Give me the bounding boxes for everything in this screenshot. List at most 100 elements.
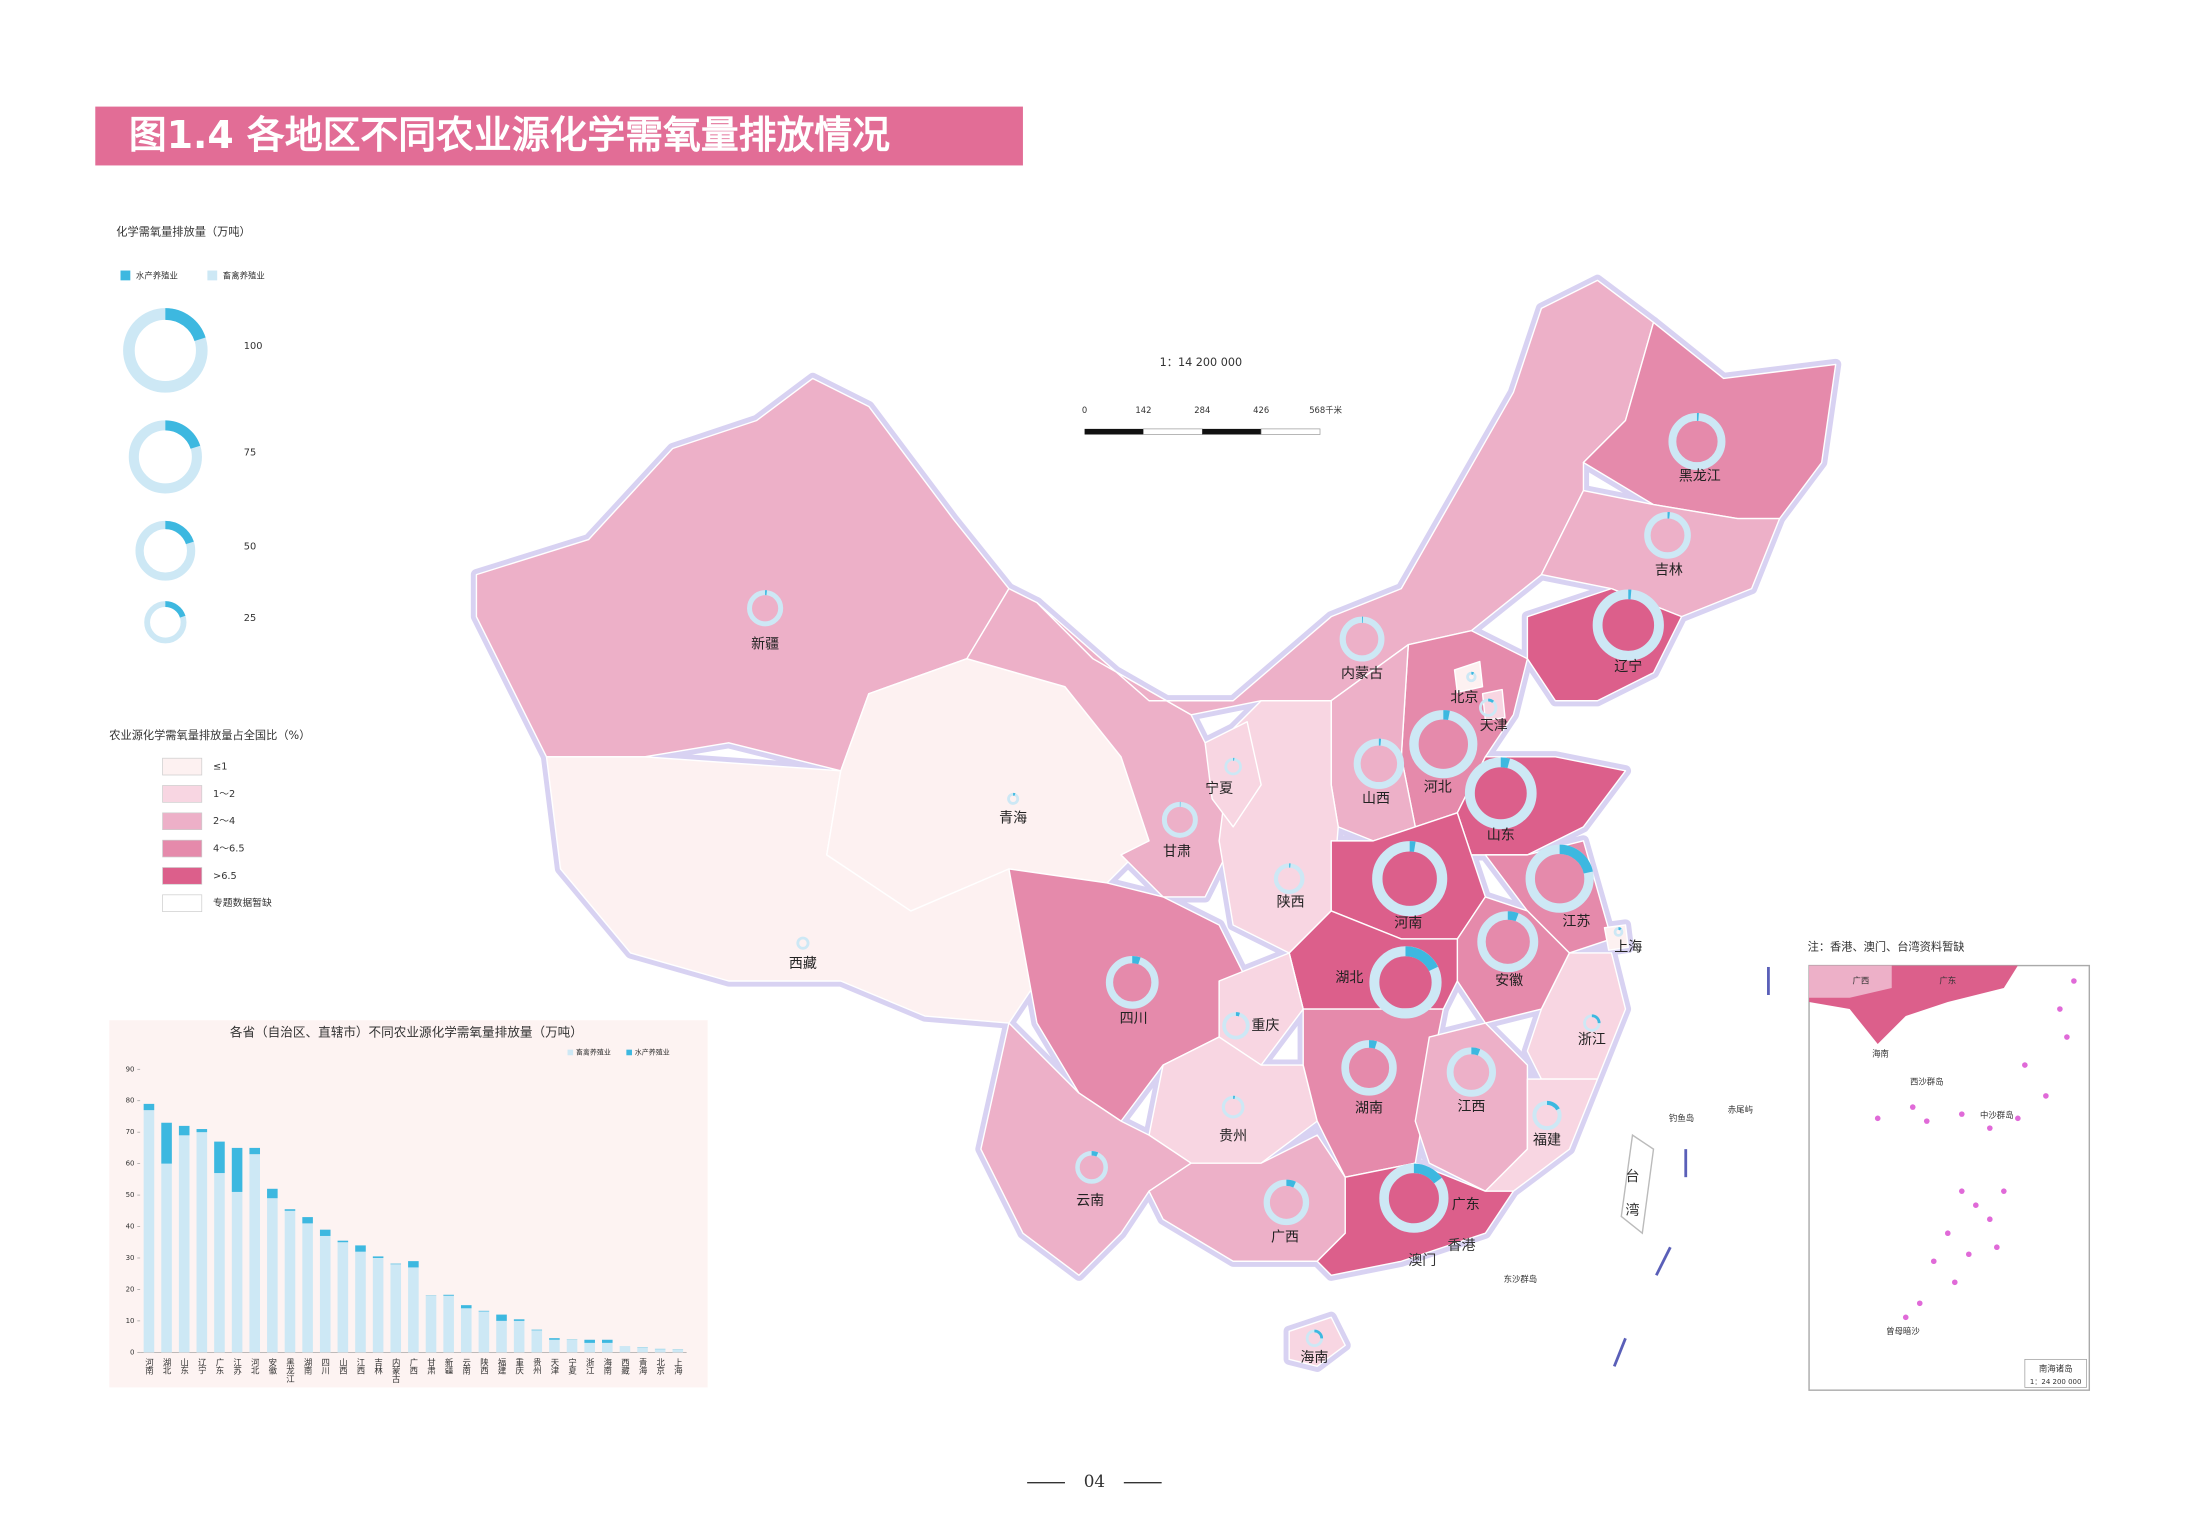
bar-segment — [672, 1349, 684, 1353]
province-donut-arc — [1613, 927, 1624, 937]
y-tick-label: 70 — [126, 1128, 135, 1136]
inset-island — [1965, 1251, 1972, 1258]
bar-segment — [390, 1264, 402, 1353]
inset-island — [1874, 1115, 1881, 1122]
bar-segment — [549, 1339, 560, 1353]
x-tick-label: 四川 — [321, 1358, 331, 1375]
class-label: 2～4 — [213, 816, 235, 827]
inset-island — [2071, 978, 2077, 984]
province-label: 甘肃 — [1163, 844, 1191, 860]
province-label: 青海 — [999, 810, 1027, 826]
map-label: 香港 — [1448, 1238, 1476, 1254]
x-tick-label: 贵州 — [532, 1357, 542, 1374]
bar-segment — [284, 1210, 296, 1353]
province-label: 河北 — [1424, 780, 1452, 796]
bar-segment — [637, 1347, 648, 1353]
bar-segment — [178, 1125, 190, 1136]
inset-title-box — [2024, 1358, 2087, 1388]
chart-legend-label: 水产养殖业 — [635, 1047, 670, 1056]
bar-segment — [161, 1122, 172, 1164]
chart-title: 各省（自治区、直辖市）不同农业源化学需氧量排放量（万吨） — [230, 1024, 583, 1039]
bar-segment — [619, 1346, 631, 1353]
inset-island — [1958, 1188, 1965, 1194]
bar-segment — [319, 1235, 331, 1353]
province-donut-arc — [1305, 1329, 1324, 1348]
province-label: 湖南 — [1355, 1101, 1383, 1117]
title: 图1.4 各地区不同农业源化学需氧量排放情况 — [129, 113, 890, 157]
province-donut — [1372, 841, 1448, 917]
bar-segment — [602, 1342, 613, 1353]
bar-segment — [531, 1330, 543, 1353]
x-tick-label: 云南 — [462, 1358, 472, 1375]
province-donut — [1466, 671, 1477, 683]
x-tick-label: 辽宁 — [197, 1358, 207, 1375]
province-donut — [1644, 512, 1691, 559]
x-tick-label: 宁夏 — [568, 1357, 578, 1374]
province — [1481, 688, 1506, 722]
x-tick-label: 重庆 — [515, 1357, 525, 1375]
province-label: 陕西 — [1277, 895, 1305, 911]
inset-islands — [1874, 978, 2077, 1321]
province-donut — [1532, 1100, 1562, 1131]
bar-segment — [249, 1147, 261, 1155]
province-donut-arc — [1644, 512, 1691, 559]
province-label: 安徽 — [1495, 973, 1523, 989]
province-donut-arc — [1479, 698, 1498, 717]
bar-segment — [214, 1173, 225, 1353]
province — [1456, 756, 1627, 856]
province-donut-arc — [1339, 616, 1385, 662]
province-label: 贵州 — [1219, 1129, 1247, 1145]
inset-frame — [1808, 964, 2091, 1391]
y-tick-label: 90 — [126, 1065, 135, 1073]
x-tick-label: 内蒙古 — [391, 1357, 401, 1384]
bar-segment — [302, 1217, 313, 1224]
class-label: 专题数据暂缺 — [213, 896, 272, 909]
bar-segment — [478, 1311, 490, 1353]
inset-island — [1958, 1111, 1965, 1117]
bar-segment — [267, 1198, 278, 1353]
y-tick-label: 80 — [126, 1097, 135, 1105]
class-swatch — [162, 839, 203, 858]
province-label: 上海 — [1614, 939, 1642, 955]
bar-segment — [496, 1320, 507, 1353]
x-tick-label: 江西 — [356, 1358, 366, 1376]
x-tick-label: 河南 — [144, 1357, 154, 1374]
bar-segment — [337, 1240, 349, 1243]
inset-label: 广西 — [1853, 975, 1870, 985]
inset-island — [1916, 1300, 1923, 1307]
province-donut — [747, 590, 784, 627]
bar-segment — [408, 1261, 419, 1268]
map-label: 东沙群岛 — [1504, 1274, 1538, 1284]
inset-label: 海南 — [1872, 1048, 1889, 1058]
inset-island — [1973, 1202, 1979, 1209]
province-donut-arc — [1221, 1095, 1245, 1119]
y-tick-label: 0 — [130, 1348, 134, 1356]
legend-size-title: 化学需氧量排放量（万吨） — [116, 225, 250, 239]
bar-segment — [372, 1256, 384, 1258]
inset-guangxi — [1809, 965, 1892, 998]
legend-donut-arc — [144, 601, 187, 644]
class-swatch — [162, 785, 203, 803]
inset-island — [2043, 1093, 2049, 1099]
bar-segment — [654, 1349, 666, 1353]
province-donut-arc — [1583, 1014, 1601, 1032]
province-donut-arc — [1464, 757, 1537, 830]
bar-segment — [443, 1294, 454, 1296]
inset-island — [1909, 1104, 1916, 1110]
scale-tick: 284 — [1194, 405, 1210, 415]
bar-segment — [425, 1295, 437, 1353]
y-tick-label: 40 — [126, 1223, 135, 1231]
y-tick-label: 50 — [126, 1191, 135, 1199]
class-swatch — [162, 894, 203, 912]
inset-island — [2015, 1115, 2021, 1122]
scale-tick: 568千米 — [1309, 405, 1342, 415]
province-donut — [1525, 844, 1594, 913]
bar-segment — [249, 1154, 261, 1353]
title-bar — [95, 106, 1023, 166]
bar-segment — [143, 1110, 155, 1353]
x-tick-label: 黑龙江 — [285, 1358, 295, 1384]
legend-donut-arc — [135, 520, 196, 581]
legend-swatch — [207, 270, 218, 281]
bar-chart: 0102030405060708090畜禽养殖业 水产养殖业河南 湖北 山东 辽宁 广东江… — [126, 1047, 687, 1384]
